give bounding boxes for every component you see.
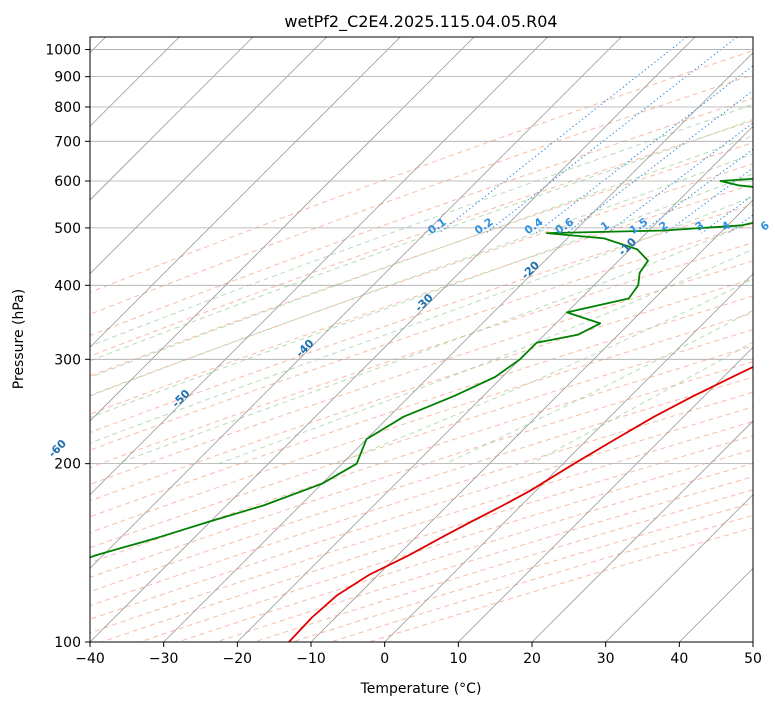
background-lines (90, 37, 775, 642)
y-tick-label: 600 (54, 174, 81, 190)
x-tick-label: 30 (597, 651, 615, 667)
isotherm-line (752, 641, 753, 642)
dry-adiabat-label: -10 (616, 235, 639, 258)
x-tick-label: −10 (296, 651, 326, 667)
y-tick-label: 300 (54, 352, 81, 368)
dry-adiabat-line (177, 462, 753, 642)
dry-adiabat-line (90, 376, 753, 593)
dry-adiabat-line (90, 295, 753, 518)
x-tick-label: −20 (223, 651, 253, 667)
dry-adiabat-line (90, 223, 753, 451)
dry-adiabat-line (90, 50, 753, 293)
plot-frame (89, 36, 754, 643)
isotherm-line (90, 37, 696, 642)
y-axis: 100 200 300 400 500 600 700 800 900 1000 (45, 43, 90, 651)
dry-adiabat-line (90, 260, 753, 485)
isotherm-line (310, 199, 753, 642)
dry-adiabat-label: -20 (519, 258, 542, 281)
y-axis-label: Pressure (hPa) (11, 289, 27, 389)
y-tick-label: 100 (54, 635, 81, 651)
y-tick-label: 400 (54, 278, 81, 294)
dry-adiabat-line (90, 312, 753, 534)
y-tick-label: 900 (54, 70, 81, 86)
isotherm-line (237, 125, 753, 642)
dry-adiabat-line (90, 345, 753, 564)
isotherm-line (90, 37, 622, 569)
x-axis: −40 −30 −20 −10 0 10 20 30 40 50 (75, 642, 762, 667)
dry-adiabat-label: -40 (293, 337, 316, 360)
y-tick-label: 800 (54, 100, 81, 116)
moist-adiabat-line (90, 173, 753, 419)
dry-adiabat-line (90, 278, 753, 502)
dry-adiabat-line (90, 203, 753, 433)
mixing-ratio-label: 0.1 (425, 215, 448, 237)
dry-adiabat-line (90, 163, 753, 396)
isotherm-line (458, 346, 753, 642)
isotherm-line (531, 420, 753, 642)
dry-adiabat-line (90, 142, 753, 377)
mixing-ratio-line (606, 122, 753, 234)
mixing-ratio-line (665, 167, 753, 234)
profile-lines (90, 177, 753, 642)
isotherm-line (90, 37, 548, 496)
isotherm-line (605, 494, 753, 642)
isotherm-line (679, 567, 753, 642)
dry-adiabat-line (90, 241, 753, 469)
moist-adiabat-line (90, 103, 753, 347)
temperature-profile-line (288, 366, 753, 642)
x-tick-label: 20 (523, 651, 541, 667)
x-tick-label: 10 (449, 651, 467, 667)
dry-adiabat-label: -50 (169, 387, 192, 410)
mixing-ratio-label: 0.2 (472, 215, 495, 237)
dry-adiabat-line (90, 74, 753, 315)
moist-adiabat-line (90, 118, 753, 362)
moist-adiabat-line (90, 153, 753, 397)
isotherm-line (163, 52, 753, 642)
y-tick-label: 1000 (45, 43, 81, 59)
moist-adiabat-line (445, 309, 753, 465)
dry-adiabat-line (90, 183, 753, 415)
dry-adiabat-line (90, 329, 753, 549)
moist-adiabat-line (218, 248, 753, 465)
moist-adiabat-line (90, 135, 753, 378)
chart-title: wetPf2_C2E4.2025.115.04.05.R04 (284, 12, 557, 32)
dewpoint-profile-line (90, 177, 753, 559)
dry-adiabat-line (90, 361, 753, 578)
x-tick-label: 50 (744, 651, 762, 667)
dry-adiabat-line (90, 97, 753, 337)
x-tick-label: 40 (670, 651, 688, 667)
x-tick-label: 0 (380, 651, 389, 667)
isotherm-line (384, 273, 753, 642)
mixing-ratio-label: 6 (758, 219, 772, 234)
dry-adiabat-line (101, 435, 753, 642)
x-tick-label: −30 (149, 651, 179, 667)
dry-adiabat-line (90, 391, 753, 607)
dry-adiabat-line (90, 120, 753, 357)
mixing-ratio-line (701, 194, 753, 234)
moist-adiabat-line (335, 278, 753, 465)
y-tick-label: 200 (54, 457, 81, 473)
isotherm-line (90, 37, 254, 201)
mixing-ratio-line (566, 90, 753, 234)
grid-lines (90, 37, 753, 642)
x-axis-label: Temperature (°C) (360, 681, 482, 697)
dry-adiabat-line (292, 502, 753, 642)
isotherm-line (90, 37, 327, 275)
dry-adiabat-label: -30 (413, 291, 436, 314)
x-tick-label: −40 (75, 651, 105, 667)
isotherm-line (90, 37, 401, 348)
mixing-ratio-line (767, 37, 775, 233)
y-tick-label: 500 (54, 221, 81, 237)
y-tick-label: 700 (54, 134, 81, 150)
moist-adiabat-line (116, 220, 753, 465)
moist-adiabat-line (530, 341, 753, 465)
moist-adiabat-line (90, 195, 753, 444)
isotherm-line (90, 37, 475, 422)
dry-adiabat-line (368, 527, 753, 642)
mixing-ratio-line (438, 37, 688, 234)
mixing-ratio-line (535, 65, 753, 234)
